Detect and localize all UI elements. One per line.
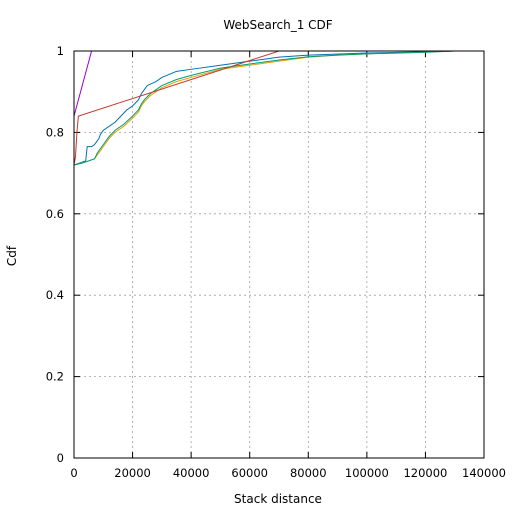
y-tick-label: 0.8 bbox=[46, 125, 64, 139]
y-tick-label: 0.4 bbox=[46, 288, 64, 302]
series-line-1 bbox=[74, 51, 93, 117]
axis-ticks: 0 20000 40000 60000 80000 100000 120000 140000 0… bbox=[46, 44, 506, 480]
x-tick-label: 20000 bbox=[114, 466, 151, 480]
plot-frame bbox=[73, 50, 485, 459]
series-line-2 bbox=[74, 51, 455, 166]
x-tick-label: 0 bbox=[70, 466, 77, 480]
series-lines bbox=[74, 51, 455, 166]
y-tick-label: 1 bbox=[57, 44, 64, 58]
y-tick-label: 0 bbox=[57, 451, 64, 465]
x-tick-label: 40000 bbox=[173, 466, 210, 480]
series-line-3 bbox=[74, 51, 455, 166]
y-axis-label: Cdf bbox=[5, 245, 19, 266]
x-tick-label: 80000 bbox=[290, 466, 327, 480]
y-tick-label: 0.6 bbox=[46, 207, 64, 221]
chart-title: WebSearch_1 CDF bbox=[223, 18, 332, 32]
x-tick-label: 100000 bbox=[345, 466, 389, 480]
x-tick-label: 60000 bbox=[231, 466, 268, 480]
x-axis-label: Stack distance bbox=[234, 492, 322, 506]
y-tick-label: 0.2 bbox=[46, 370, 64, 384]
x-tick-label: 140000 bbox=[462, 466, 506, 480]
grid-lines bbox=[74, 51, 484, 458]
x-tick-label: 120000 bbox=[403, 466, 447, 480]
series-line-5 bbox=[74, 51, 280, 166]
series-line-4 bbox=[74, 51, 455, 166]
